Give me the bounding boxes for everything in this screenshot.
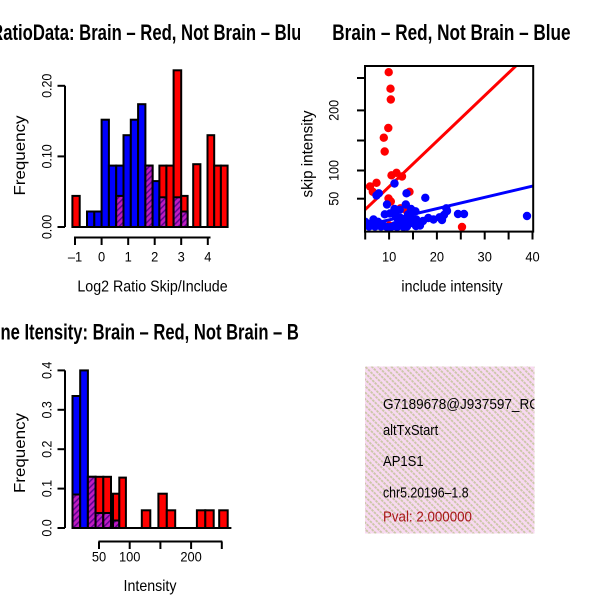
svg-text:200: 200: [180, 549, 201, 565]
svg-text:50: 50: [92, 549, 106, 565]
svg-text:altTxStart: altTxStart: [383, 422, 438, 438]
svg-text:Brain – Red, Not Brain – Blue: Brain – Red, Not Brain – Blue: [332, 21, 570, 46]
svg-text:AP1S1: AP1S1: [383, 453, 424, 469]
svg-text:0.2: 0.2: [39, 441, 55, 458]
svg-text:50: 50: [326, 192, 342, 206]
svg-text:Frequency: Frequency: [11, 115, 28, 196]
svg-text:0: 0: [98, 249, 105, 265]
svg-text:0.00: 0.00: [39, 215, 55, 239]
svg-text:Frequency: Frequency: [11, 412, 28, 493]
svg-text:200: 200: [326, 100, 342, 121]
svg-text:0.4: 0.4: [39, 362, 55, 379]
svg-text:Log2 Ratio Skip/Include: Log2 Ratio Skip/Include: [77, 278, 227, 296]
svg-text:skip intensity: skip intensity: [299, 110, 316, 197]
svg-text:0.20: 0.20: [39, 74, 55, 98]
svg-text:10: 10: [382, 249, 396, 265]
svg-text:0.0: 0.0: [39, 519, 55, 536]
svg-text:Pval: 2.000000: Pval: 2.000000: [383, 508, 472, 525]
svg-text:chr5.20196–1.8: chr5.20196–1.8: [383, 485, 469, 501]
svg-text:20: 20: [430, 249, 444, 265]
svg-text:Gene Itensity: Brain – Red, No: Gene Itensity: Brain – Red, Not Brain – …: [0, 320, 323, 345]
svg-text:4: 4: [204, 249, 212, 265]
svg-text:40: 40: [525, 249, 539, 265]
svg-text:RatioData: Brain – Red, Not Br: RatioData: Brain – Red, Not Brain – Blue: [0, 21, 311, 46]
svg-text:2: 2: [151, 249, 158, 265]
svg-text:0.1: 0.1: [39, 480, 55, 497]
svg-text:100: 100: [326, 160, 342, 181]
svg-text:0.3: 0.3: [39, 401, 55, 418]
svg-text:–1: –1: [68, 249, 82, 265]
svg-text:Intensity: Intensity: [124, 577, 177, 595]
svg-text:0.10: 0.10: [39, 144, 55, 168]
svg-text:100: 100: [119, 549, 140, 565]
svg-text:3: 3: [178, 249, 185, 265]
svg-text:include intensity: include intensity: [401, 278, 503, 296]
svg-text:1: 1: [125, 249, 132, 265]
svg-text:G7189678@J937597_RC40: G7189678@J937597_RC40: [383, 396, 554, 413]
svg-text:30: 30: [478, 249, 492, 265]
